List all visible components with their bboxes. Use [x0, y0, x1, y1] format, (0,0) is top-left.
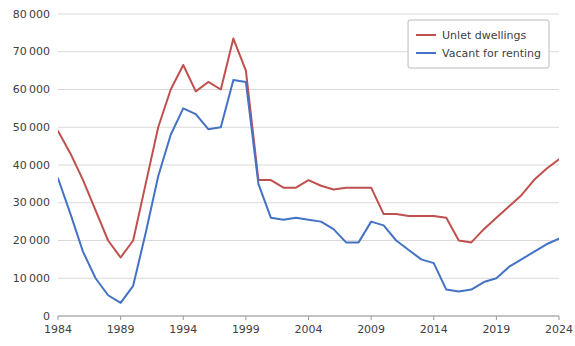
- grid-line: [58, 202, 559, 203]
- legend-label: Unlet dwellings: [442, 29, 527, 42]
- x-tick-label: 1989: [107, 323, 135, 336]
- y-tick-label: 80 000: [13, 8, 50, 21]
- y-tick-label: 70 000: [13, 45, 50, 58]
- x-tick-label: 2009: [357, 323, 385, 336]
- legend-swatch: [416, 52, 436, 54]
- y-grid: [58, 14, 559, 316]
- legend: Unlet dwellings Vacant for renting: [408, 20, 549, 68]
- x-tick-label: 2004: [295, 323, 323, 336]
- grid-line: [58, 14, 559, 15]
- x-tick-label: 2024: [545, 323, 573, 336]
- grid-line: [58, 89, 559, 90]
- x-tick: [308, 316, 309, 320]
- grid-line: [58, 165, 559, 166]
- x-tick-label: 2019: [482, 323, 510, 336]
- x-ticks: 1984 1989 1994 1999 2004 2009 2014 2019 2024: [44, 316, 573, 336]
- y-tick-label: 40 000: [13, 159, 50, 172]
- y-tick-label: 50 000: [13, 121, 50, 134]
- lines: [58, 39, 559, 303]
- series-line: [58, 80, 559, 303]
- x-tick-label: 2014: [420, 323, 448, 336]
- series-line: [58, 39, 559, 258]
- grid-line: [58, 278, 559, 279]
- legend-label: Vacant for renting: [442, 47, 541, 60]
- x-tick: [120, 316, 121, 320]
- x-tick-label: 1999: [232, 323, 260, 336]
- y-tick-label: 60 000: [13, 83, 50, 96]
- x-tick: [371, 316, 372, 320]
- legend-box: [408, 20, 549, 68]
- grid-line: [58, 127, 559, 128]
- x-tick: [58, 316, 59, 320]
- x-tick-label: 1994: [169, 323, 197, 336]
- x-tick-label: 1984: [44, 323, 72, 336]
- x-tick: [433, 316, 434, 320]
- y-tick-label: 0: [43, 310, 50, 323]
- y-tick-labels: 0 10 000 20 000 30 000 40 000 50 000 60 000 70 …: [13, 8, 50, 323]
- y-tick-label: 30 000: [13, 196, 50, 209]
- y-tick-label: 10 000: [13, 272, 50, 285]
- legend-swatch: [416, 34, 436, 36]
- x-tick: [245, 316, 246, 320]
- y-tick-label: 20 000: [13, 234, 50, 247]
- x-tick: [496, 316, 497, 320]
- chart: 0 10 000 20 000 30 000 40 000 50 000 60 000 70 …: [0, 0, 575, 346]
- background: [0, 0, 575, 346]
- x-tick: [183, 316, 184, 320]
- x-tick: [559, 316, 560, 320]
